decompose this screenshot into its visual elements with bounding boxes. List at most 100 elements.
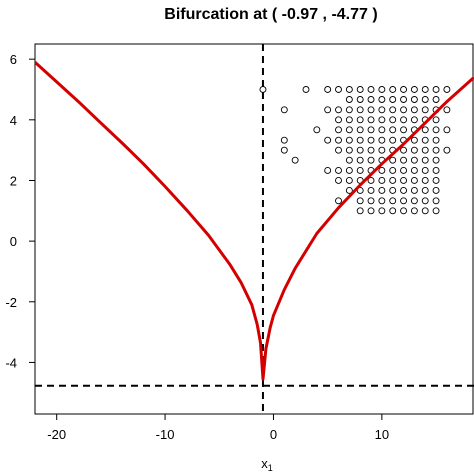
scatter-point [356, 197, 364, 205]
scatter-point [432, 136, 440, 144]
scatter-point [345, 106, 353, 114]
scatter-point [324, 167, 332, 174]
x-tick-label: 0 [270, 427, 277, 442]
scatter-point [400, 167, 407, 174]
scatter-point [410, 207, 418, 215]
scatter-point [389, 96, 397, 103]
plot-area [34, 43, 474, 415]
scatter-point [410, 116, 418, 124]
scatter-point [356, 116, 364, 124]
scatter-point [324, 136, 332, 144]
scatter-point [280, 146, 288, 154]
scatter-point [367, 197, 375, 205]
x-axis: -20 -10 0 10 [47, 414, 389, 442]
scatter-point [335, 177, 342, 184]
scatter-point [345, 167, 353, 174]
scatter-point [280, 106, 288, 114]
scatter-point [389, 207, 397, 215]
scatter-point [356, 207, 364, 215]
scatter-point [389, 177, 397, 184]
scatter-point [378, 187, 386, 194]
scatter-point [400, 156, 407, 164]
scatter-point [280, 136, 288, 144]
scatter-point [345, 136, 353, 144]
scatter-point [367, 146, 375, 154]
x-tick-label: 10 [375, 427, 389, 442]
scatter-point [443, 126, 451, 134]
y-tick-label: -2 [5, 295, 17, 310]
scatter-point [345, 146, 353, 154]
scatter-point [259, 86, 267, 93]
x-tick-label: -10 [156, 427, 175, 442]
scatter-point [421, 177, 429, 184]
scatter-point [335, 167, 342, 174]
scatter-point [378, 106, 386, 114]
scatter-point [389, 116, 397, 124]
scatter-point [302, 86, 310, 93]
scatter-point [410, 136, 418, 144]
scatter-point [335, 136, 342, 144]
scatter-point [324, 106, 332, 114]
scatter-point [378, 126, 386, 134]
scatter-point [432, 177, 440, 184]
scatter-point [345, 187, 353, 194]
scatter-point [345, 96, 353, 103]
scatter-point [378, 86, 386, 93]
scatter-point [356, 156, 364, 164]
scatter-point [324, 86, 332, 93]
scatter-point [400, 146, 407, 154]
scatter-point [400, 126, 407, 134]
scatter-point [410, 167, 418, 174]
scatter-point [410, 187, 418, 194]
scatter-point [389, 106, 397, 114]
scatter-point [356, 187, 364, 194]
scatter-point [291, 156, 299, 164]
scatter-point [421, 96, 429, 103]
scatter-point [378, 197, 386, 205]
scatter-point [367, 207, 375, 215]
scatter-point [367, 177, 375, 184]
scatter-point [345, 177, 353, 184]
data-layer [35, 44, 474, 414]
scatter-point [421, 146, 429, 154]
scatter-point [410, 197, 418, 205]
y-tick-label: 0 [10, 234, 17, 249]
scatter-point [443, 106, 451, 114]
scatter-point [367, 187, 375, 194]
scatter-point [389, 126, 397, 134]
scatter-point [389, 167, 397, 174]
y-tick-label: 4 [10, 113, 17, 128]
x-axis-title-subscript: 1 [268, 463, 273, 473]
scatter-point [367, 106, 375, 114]
scatter-point [421, 106, 429, 114]
x-tick-label: -20 [47, 427, 66, 442]
scatter-point [410, 96, 418, 103]
scatter-point [400, 187, 407, 194]
scatter-point [335, 146, 342, 154]
scatter-point [345, 156, 353, 164]
scatter-point [367, 126, 375, 134]
scatter-point [432, 207, 440, 215]
scatter-point [400, 177, 407, 184]
scatter-point [378, 207, 386, 215]
scatter-point [389, 187, 397, 194]
scatter-point [443, 146, 451, 154]
scatter-point [378, 167, 386, 174]
scatter-point [421, 207, 429, 215]
scatter-point [421, 167, 429, 174]
scatter-point [378, 177, 386, 184]
scatter-point [335, 126, 342, 134]
scatter-point [356, 126, 364, 134]
scatter-point [356, 167, 364, 174]
scatter-point [443, 86, 451, 93]
scatter-point [432, 96, 440, 103]
y-tick-label: -4 [5, 355, 17, 370]
scatter-point [345, 86, 353, 93]
scatter-point [432, 126, 440, 134]
scatter-point [410, 156, 418, 164]
scatter-point [367, 156, 375, 164]
scatter-point [421, 156, 429, 164]
scatter-point [313, 126, 321, 134]
scatter-point [378, 96, 386, 103]
scatter-point [389, 156, 397, 164]
